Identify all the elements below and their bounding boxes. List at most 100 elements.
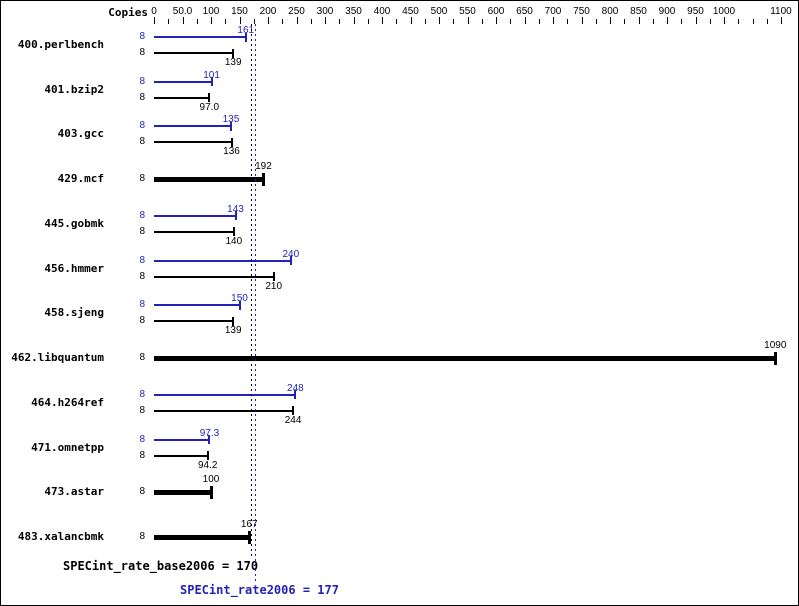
bar-end-cap [244, 32, 247, 42]
benchmark-label: 400.perlbench [17, 38, 104, 51]
copies-value: 8 [139, 75, 145, 87]
copies-value: 8 [139, 531, 145, 543]
copies-value: 8 [139, 486, 145, 498]
axis-tick-label: 400 [373, 6, 391, 17]
bar-end-cap [261, 172, 265, 186]
copies-value: 8 [139, 299, 145, 311]
bar-end-cap [230, 137, 233, 147]
axis-major-tick [667, 17, 668, 24]
base-value-label: 97.0 [199, 101, 220, 113]
benchmark-label: 458.sjeng [44, 306, 104, 320]
base-bar [154, 454, 208, 457]
axis-tick-label: 1000 [712, 6, 736, 17]
axis-major-tick [724, 17, 725, 24]
base-mean-line [250, 24, 252, 557]
benchmark-label: 471.omnetpp [31, 440, 104, 454]
peak-bar [154, 304, 240, 307]
peak-value-label: 101 [203, 69, 220, 81]
base-value-label: 94.2 [197, 459, 218, 471]
copies-value: 8 [139, 47, 145, 58]
axis-tick-label: 450 [402, 6, 419, 17]
axis-tick-label: 550 [459, 6, 476, 17]
copies-column-header: Copies [108, 6, 148, 19]
base-value-label: 136 [223, 146, 240, 158]
copies-value: 8 [139, 254, 145, 266]
axis-tick-label: 800 [601, 6, 619, 17]
axis-major-tick [524, 17, 526, 24]
benchmark-label: 462.libquantum [11, 351, 104, 365]
axis-minor-tick [367, 19, 369, 24]
copies-value: 8 [139, 120, 145, 132]
axis-major-tick [581, 17, 583, 24]
axis-minor-tick [481, 19, 483, 24]
copies-value: 8 [139, 31, 145, 42]
both-value-label: 167 [240, 519, 258, 531]
axis-major-tick [439, 17, 440, 24]
both-bar [154, 355, 776, 361]
peak-bar [154, 80, 212, 83]
axis-minor-tick [681, 19, 683, 24]
copies-value: 8 [139, 136, 145, 148]
axis-major-tick [610, 17, 611, 24]
axis-minor-tick [624, 19, 626, 24]
peak-bar [154, 36, 246, 38]
axis-tick-label: 200 [259, 6, 277, 17]
benchmark-label: 403.gcc [57, 127, 104, 141]
axis-tick-label: 850 [630, 6, 647, 17]
axis-minor-tick [652, 19, 654, 24]
peak-value-label: 135 [222, 114, 240, 126]
axis-major-tick [467, 17, 469, 24]
bar-end-cap [210, 77, 213, 87]
axis-tick-label: 100 [202, 6, 220, 17]
axis-minor-tick [538, 19, 540, 24]
base-value-label: 210 [265, 280, 283, 292]
base-bar [154, 275, 274, 278]
bar-end-cap [229, 121, 232, 131]
copies-value: 8 [139, 315, 145, 327]
axis-major-tick [353, 17, 355, 24]
both-bar [154, 176, 264, 182]
axis-tick-label: 1100 [770, 6, 792, 17]
axis-minor-tick [510, 19, 512, 24]
axis-tick-label: 150 [231, 6, 248, 17]
both-bar [154, 534, 250, 540]
axis-minor-tick [225, 19, 227, 24]
copies-value: 8 [139, 433, 145, 445]
axis-tick-label: 950 [687, 6, 704, 17]
axis-minor-tick [339, 19, 341, 24]
axis-minor-tick [595, 19, 597, 24]
bar-end-cap [208, 93, 211, 103]
axis-tick-label: 300 [316, 6, 334, 17]
axis-minor-tick [282, 19, 284, 24]
benchmark-label: 456.hmmer [44, 261, 104, 275]
copies-value: 8 [139, 388, 145, 400]
bar-end-cap [232, 227, 235, 237]
bar-end-cap [209, 485, 213, 499]
axis-major-tick [410, 17, 412, 24]
axis-minor-tick [766, 19, 768, 24]
peak-value-label: 97.3 [199, 427, 220, 439]
copies-value: 8 [139, 404, 145, 416]
peak-mean-line [254, 24, 256, 582]
base-value-label: 139 [224, 57, 242, 68]
copies-value: 8 [139, 173, 145, 185]
benchmark-label: 464.h264ref [31, 395, 104, 409]
peak-value-label: 143 [227, 203, 244, 215]
axis-minor-tick [310, 19, 312, 24]
axis-tick-label: 600 [487, 6, 505, 17]
axis-minor-tick [709, 19, 711, 24]
bar-end-cap [773, 351, 777, 365]
base-mean-label: SPECint_rate_base2006 = 170 [63, 559, 259, 573]
axis-major-tick [553, 17, 554, 24]
axis-minor-tick [567, 19, 569, 24]
axis-tick-label: 650 [516, 6, 533, 17]
axis-major-tick [182, 17, 184, 24]
bar-end-cap [234, 211, 237, 221]
axis-tick-label: 750 [573, 6, 590, 17]
bar-end-cap [294, 390, 297, 400]
benchmark-label: 429.mcf [57, 172, 104, 186]
peak-bar [154, 438, 210, 441]
axis-tick-label: 50.0 [172, 6, 193, 17]
bar-end-cap [272, 272, 275, 282]
